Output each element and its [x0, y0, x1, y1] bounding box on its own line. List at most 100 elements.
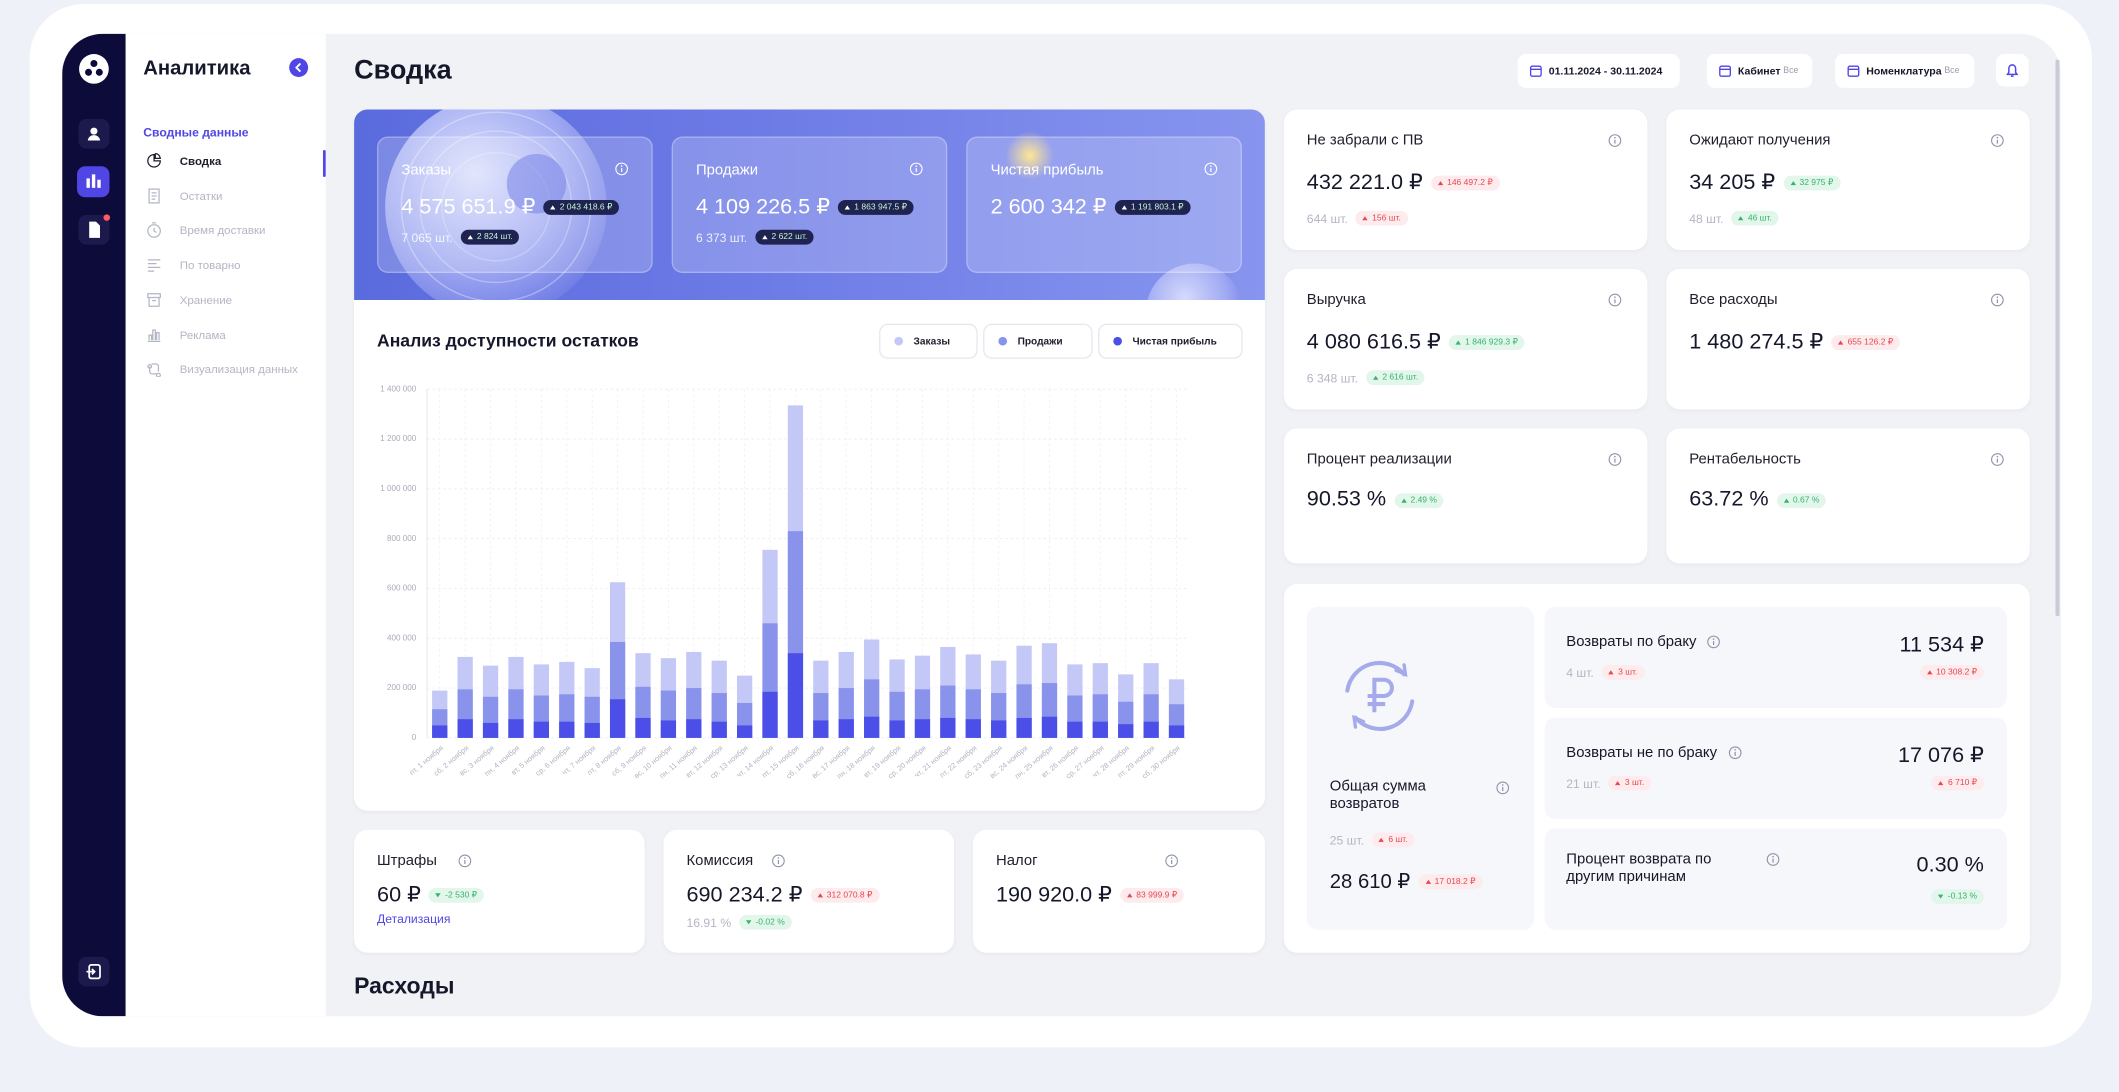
info-icon — [1707, 635, 1721, 649]
logout-icon[interactable] — [78, 956, 110, 987]
trend-arrow — [1938, 894, 1944, 899]
filter-icon-shape — [1719, 65, 1732, 77]
legend-item[interactable]: Продажи — [983, 323, 1093, 359]
row: 7 065 шт. 2 824 шт. — [401, 229, 520, 245]
info-icon — [615, 162, 628, 176]
metric-value: 1 480 274.5 ₽ — [1689, 331, 1824, 355]
delta-badge: 2 043 418.6 ₽ — [543, 199, 620, 215]
legend-dot — [1113, 336, 1122, 346]
menu-item[interactable]: По товарно — [146, 257, 241, 273]
metric-title: Выручка — [1306, 291, 1366, 309]
analytics-icon[interactable] — [77, 166, 110, 198]
legend-item[interactable]: Чистая прибыль — [1098, 323, 1243, 359]
filter-nomenclature[interactable]: Номенклатура Все — [1835, 54, 1975, 88]
legend-item[interactable]: Заказы — [879, 323, 978, 359]
legend-label: Заказы — [914, 337, 950, 348]
delta-text: 312 070.8 ₽ — [826, 889, 873, 900]
bar — [940, 717, 956, 738]
info-dot — [1733, 749, 1736, 751]
bell-shape — [2006, 64, 2019, 77]
profile-icon[interactable] — [78, 118, 110, 149]
trend-arrow — [1401, 497, 1407, 503]
delta-badge: 17 018.2 ₽ — [1418, 873, 1483, 889]
menu-label: Реклама — [179, 327, 226, 342]
docs-icon[interactable] — [78, 214, 111, 245]
trend-arrow — [1437, 180, 1444, 185]
item-title: Возвраты по браку — [1566, 633, 1697, 651]
menu-item[interactable]: Остатки — [146, 187, 223, 204]
delta-badge: 6 шт. — [1372, 832, 1415, 848]
metric-card: Налог 190 920.0 ₽ 83 999.9 ₽ — [973, 829, 1265, 953]
info-ring — [1728, 746, 1741, 760]
delta-text: 32 975 ₽ — [1799, 177, 1834, 188]
notifications[interactable] — [1996, 54, 2029, 87]
detail-link[interactable]: Детализация — [377, 912, 451, 926]
row: 4 575 651.9 ₽ 2 043 418.6 ₽ — [401, 193, 620, 220]
delta-badge: 146 497.2 ₽ — [1430, 175, 1500, 190]
metric-value: 60 ₽ — [377, 883, 421, 907]
filter-date[interactable]: 01.11.2024 - 30.11.2024 — [1517, 54, 1680, 88]
metric-card: Выручка 4 080 616.5 ₽ 1 846 929.3 ₽ 6 348 ш… — [1283, 268, 1648, 410]
row: 6 710 ₽ — [1931, 775, 1984, 791]
info-ring — [1991, 293, 2004, 307]
page-title: Сводка — [354, 55, 452, 86]
bar — [991, 720, 1007, 738]
trend-arrow — [1790, 180, 1796, 185]
delta-badge: 156 шт. — [1355, 210, 1408, 226]
info-dot — [1614, 296, 1616, 298]
hero-card: Заказы 4 575 651.9 ₽ 2 043 418.6 ₽ 7 065 шт… — [377, 136, 653, 273]
delta-text: -0.02 % — [755, 917, 785, 928]
bar — [1041, 716, 1058, 738]
row: 16.91 % -0.02 % — [686, 914, 792, 930]
hero-count: 6 373 шт. — [695, 230, 748, 244]
menu-item[interactable]: Хранение — [146, 292, 232, 308]
collapse-button[interactable] — [288, 57, 310, 79]
filter-cabinet[interactable]: Кабинет Все — [1706, 54, 1813, 88]
bar — [660, 720, 677, 738]
bar — [635, 717, 651, 738]
bar — [736, 725, 753, 738]
small-sphere — [1147, 263, 1242, 301]
delta-text: 1 191 803.1 ₽ — [1130, 202, 1184, 212]
info-ring — [909, 162, 923, 176]
bar — [482, 722, 499, 738]
menu-item[interactable]: Сводка — [146, 152, 221, 169]
menu-label: По товарно — [179, 258, 241, 272]
legend-pill — [983, 323, 1093, 359]
delta-text: 2.49 % — [1410, 495, 1437, 505]
row: 644 шт. 156 шт. — [1307, 210, 1408, 226]
bar — [711, 721, 727, 738]
info-icon — [1165, 854, 1179, 868]
info-dot — [1614, 455, 1616, 458]
menu-item[interactable]: Реклама — [146, 326, 226, 342]
menu-icon-path — [147, 152, 161, 168]
menu-icon-path — [147, 222, 161, 239]
metric-card: Рентабельность 63.72 % 0.67 % — [1666, 428, 2030, 564]
menu-item[interactable]: Визуализация данных — [146, 361, 298, 378]
delta-text: 0.67 % — [1792, 495, 1820, 505]
item-title: Возвраты не по браку — [1566, 744, 1718, 761]
row: 4 109 226.5 ₽ 1 863 947.5 ₽ — [696, 193, 914, 220]
info-dot — [1210, 165, 1212, 167]
menu-icon-path — [148, 188, 160, 204]
menu-label: Остатки — [179, 188, 223, 203]
row: 432 221.0 ₽ 146 497.2 ₽ — [1307, 169, 1500, 196]
delta-badge: -0.13 % — [1931, 889, 1984, 905]
metric-title: Ожидают получения — [1689, 132, 1831, 149]
delta-text: 156 шт. — [1372, 213, 1401, 223]
ruble-glyph — [1367, 677, 1394, 713]
sphere — [385, 109, 607, 301]
info-icon — [1728, 746, 1741, 760]
delta-badge: 6 710 ₽ — [1931, 775, 1984, 791]
hero: Заказы 4 575 651.9 ₽ 2 043 418.6 ₽ 7 065 шт… — [354, 109, 1265, 301]
info-ring — [615, 162, 628, 176]
info-icon — [1766, 853, 1780, 866]
metric-value: 432 221.0 ₽ — [1306, 171, 1423, 195]
info-dot — [464, 857, 466, 859]
returns-item: Процент возврата по другим причинам 0.30 … — [1544, 828, 2007, 930]
menu-icon-path — [147, 292, 161, 307]
metric-count: 16.91 % — [686, 915, 732, 930]
menu-item[interactable]: Время доставки — [146, 222, 265, 239]
row: 28 610 ₽ 17 018.2 ₽ — [1330, 869, 1483, 893]
bar — [914, 719, 931, 738]
